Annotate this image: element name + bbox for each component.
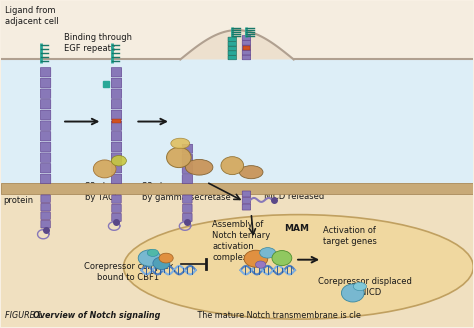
Bar [0,183,474,327]
Text: Corepressor complex
bound to CBF1: Corepressor complex bound to CBF1 [83,262,173,282]
Text: Assembly of
Notch ternary
activation
complex: Assembly of Notch ternary activation com… [212,219,271,262]
FancyBboxPatch shape [40,68,51,77]
FancyBboxPatch shape [228,55,237,60]
Bar [0,1,474,59]
FancyBboxPatch shape [40,121,51,130]
FancyBboxPatch shape [112,213,121,221]
FancyBboxPatch shape [182,144,192,153]
FancyBboxPatch shape [40,132,51,141]
Ellipse shape [260,248,276,258]
FancyBboxPatch shape [40,142,51,152]
FancyBboxPatch shape [111,68,122,77]
FancyBboxPatch shape [242,204,251,210]
Ellipse shape [185,159,213,175]
Ellipse shape [166,147,191,168]
FancyBboxPatch shape [40,110,51,120]
Ellipse shape [159,253,173,263]
FancyBboxPatch shape [242,50,251,55]
Ellipse shape [153,257,170,270]
FancyBboxPatch shape [40,78,51,88]
Ellipse shape [272,251,292,266]
Bar [112,119,121,123]
FancyBboxPatch shape [242,35,251,40]
FancyBboxPatch shape [111,142,122,152]
Text: Corepressor displaced
by NICD: Corepressor displaced by NICD [318,277,411,297]
Ellipse shape [244,250,268,267]
Ellipse shape [147,249,158,256]
FancyBboxPatch shape [228,51,237,55]
FancyBboxPatch shape [182,213,192,221]
FancyBboxPatch shape [41,195,50,203]
FancyBboxPatch shape [242,40,251,45]
Polygon shape [180,30,294,59]
FancyBboxPatch shape [242,191,251,197]
FancyBboxPatch shape [41,220,50,228]
FancyBboxPatch shape [182,174,192,184]
FancyBboxPatch shape [40,174,51,184]
FancyBboxPatch shape [40,153,51,162]
FancyBboxPatch shape [228,42,237,46]
FancyBboxPatch shape [111,153,122,162]
Text: MAM: MAM [284,224,309,234]
Ellipse shape [341,284,364,302]
FancyBboxPatch shape [242,45,251,50]
FancyBboxPatch shape [111,110,122,120]
FancyBboxPatch shape [112,204,121,212]
Ellipse shape [255,261,266,268]
Ellipse shape [93,160,116,178]
FancyBboxPatch shape [111,132,122,141]
FancyBboxPatch shape [228,46,237,51]
FancyBboxPatch shape [41,203,50,211]
Text: Activation of
target genes: Activation of target genes [323,226,377,246]
FancyBboxPatch shape [40,100,51,109]
Ellipse shape [124,215,474,319]
Text: NICD released: NICD released [264,192,325,201]
FancyBboxPatch shape [40,89,51,98]
Text: S2 cleavage
by TACE: S2 cleavage by TACE [85,182,136,202]
Bar [0,59,474,183]
FancyBboxPatch shape [111,174,122,184]
FancyBboxPatch shape [242,55,251,60]
FancyBboxPatch shape [111,78,122,88]
Ellipse shape [171,138,190,149]
FancyBboxPatch shape [242,197,251,203]
Text: Binding through
EGF repeats: Binding through EGF repeats [64,33,133,53]
FancyBboxPatch shape [182,195,192,203]
Text: Notch transmembrane
protein: Notch transmembrane protein [3,185,98,205]
Ellipse shape [138,250,161,266]
FancyBboxPatch shape [182,204,192,212]
Text: Overview of Notch signaling: Overview of Notch signaling [33,311,160,320]
FancyBboxPatch shape [228,37,237,42]
Text: The mature Notch transmembrane is cle: The mature Notch transmembrane is cle [190,311,361,320]
FancyBboxPatch shape [40,164,51,173]
Ellipse shape [353,282,366,291]
Text: S3 cleavage
by gamma-secretase: S3 cleavage by gamma-secretase [142,182,230,202]
FancyBboxPatch shape [112,195,121,203]
Text: FIGURE 1:: FIGURE 1: [5,311,48,320]
FancyBboxPatch shape [182,165,192,174]
FancyBboxPatch shape [111,121,122,130]
FancyBboxPatch shape [111,100,122,109]
Ellipse shape [239,166,263,179]
Bar [0,183,474,194]
Ellipse shape [221,157,244,174]
Bar [243,47,250,50]
FancyBboxPatch shape [182,154,192,163]
FancyBboxPatch shape [111,164,122,173]
FancyBboxPatch shape [111,89,122,98]
Ellipse shape [111,155,127,166]
FancyBboxPatch shape [41,212,50,219]
Text: Ligand from
adjacent cell: Ligand from adjacent cell [5,6,59,26]
